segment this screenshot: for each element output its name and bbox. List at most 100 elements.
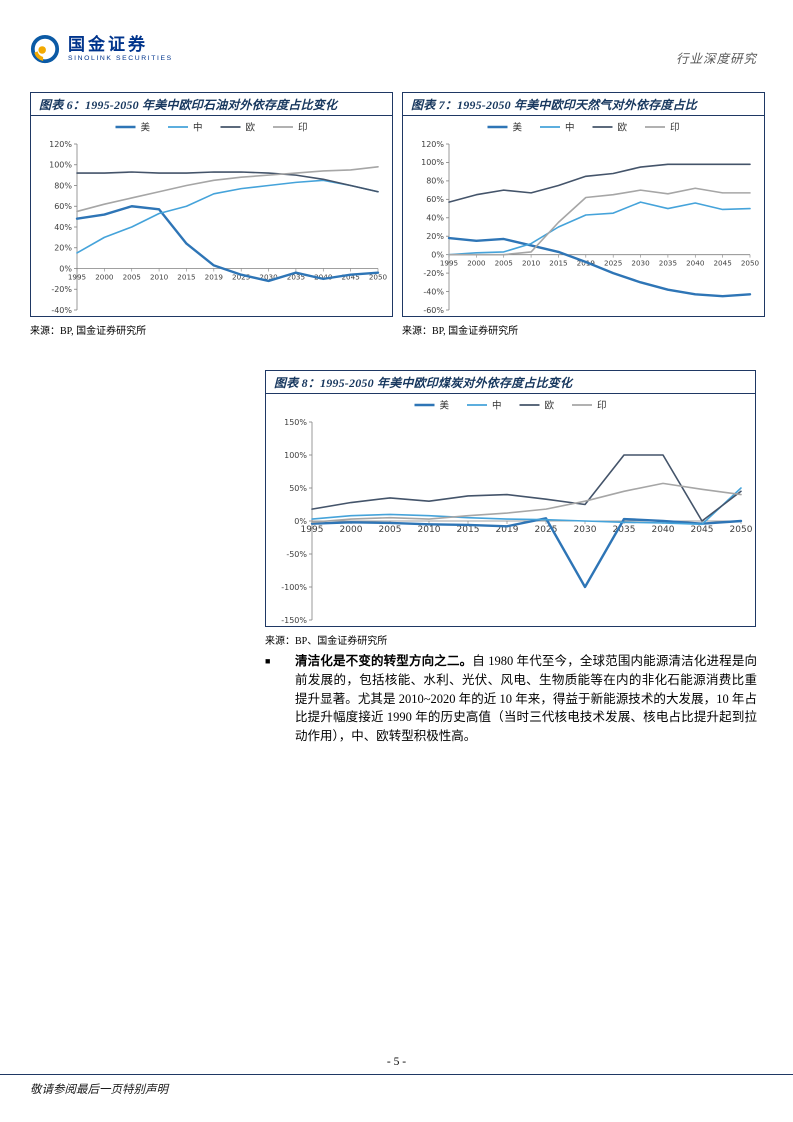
bullet-square-icon: ■	[265, 656, 271, 666]
svg-text:2015: 2015	[549, 259, 567, 268]
svg-text:2019: 2019	[496, 525, 519, 535]
svg-text:20%: 20%	[54, 244, 72, 253]
svg-text:2005: 2005	[379, 525, 402, 535]
figure-7-chart-canvas: 120% 100% 80% 60% 40% 20% 0% -20% -40% -60% 1995 20…	[421, 122, 760, 315]
figure-7: 图表 7：1995-2050 年美中欧印天然气对外依存度占比 120% 100% 8…	[402, 92, 765, 337]
svg-text:-40%: -40%	[423, 287, 444, 296]
figure-8-title: 图表 8：1995-2050 年美中欧印煤炭对外依存度占比变化	[266, 371, 755, 394]
svg-text:美: 美	[513, 122, 523, 134]
svg-text:2030: 2030	[631, 259, 650, 268]
svg-text:20%: 20%	[426, 232, 444, 241]
figure-6-title: 图表 6：1995-2050 年美中欧印石油对外依存度占比变化	[31, 93, 392, 116]
svg-text:2005: 2005	[123, 273, 141, 282]
svg-text:2035: 2035	[613, 525, 636, 535]
figure-6-chart-canvas: 120% 100% 80% 60% 40% 20% 0% -20% -40% 1995 2000 20…	[49, 122, 388, 315]
figure-6: 图表 6：1995-2050 年美中欧印石油对外依存度占比变化 120% 100%…	[30, 92, 393, 337]
figure-8-source: 来源：BP、国金证券研究所	[265, 636, 388, 647]
body-paragraph: ■ 清洁化是不变的转型方向之二。自 1980 年代至今，全球范围内能源清洁化进程…	[265, 652, 757, 746]
svg-text:中: 中	[492, 400, 502, 412]
brand-logo: 国金证券 SINOLINK SECURITIES	[30, 34, 173, 64]
svg-text:120%: 120%	[49, 140, 72, 149]
svg-text:0%: 0%	[431, 250, 444, 259]
svg-text:40%: 40%	[54, 223, 72, 232]
svg-text:2000: 2000	[467, 259, 486, 268]
figure-7-panel: 图表 7：1995-2050 年美中欧印天然气对外依存度占比 120% 100% 8…	[402, 92, 765, 317]
svg-text:0%: 0%	[59, 264, 72, 273]
svg-text:50%: 50%	[289, 484, 307, 493]
figure-6-panel: 图表 6：1995-2050 年美中欧印石油对外依存度占比变化 120% 100%…	[30, 92, 393, 317]
svg-text:美: 美	[141, 122, 151, 134]
svg-text:欧: 欧	[246, 122, 256, 134]
figure-6-source: 来源：BP, 国金证券研究所	[30, 326, 147, 337]
svg-text:印: 印	[597, 400, 607, 412]
svg-text:2010: 2010	[522, 259, 541, 268]
svg-text:2025: 2025	[232, 273, 250, 282]
svg-text:中: 中	[565, 122, 575, 134]
svg-text:80%: 80%	[426, 177, 444, 186]
svg-text:印: 印	[298, 122, 308, 134]
report-type-label: 行业深度研究	[675, 52, 757, 66]
svg-text:100%: 100%	[421, 158, 444, 167]
svg-text:0%: 0%	[294, 517, 307, 526]
svg-text:2040: 2040	[652, 525, 675, 535]
svg-text:80%: 80%	[54, 181, 72, 190]
svg-text:-150%: -150%	[281, 616, 307, 625]
svg-text:2015: 2015	[457, 525, 480, 535]
footer-divider	[0, 1074, 793, 1075]
svg-text:1995: 1995	[440, 259, 458, 268]
svg-text:-40%: -40%	[51, 306, 72, 315]
svg-text:60%: 60%	[426, 195, 444, 204]
figure-7-title: 图表 7：1995-2050 年美中欧印天然气对外依存度占比	[403, 93, 764, 116]
paragraph-body-text: 自 1980 年代至今，全球范围内能源清洁化进程是向前发展的，包括核能、水利、光…	[295, 654, 757, 743]
svg-text:印: 印	[670, 122, 680, 134]
svg-text:-20%: -20%	[423, 269, 444, 278]
svg-text:2025: 2025	[535, 525, 558, 535]
figure-8-panel: 图表 8：1995-2050 年美中欧印煤炭对外依存度占比变化 150% 100%…	[265, 370, 756, 627]
paragraph-text: 清洁化是不变的转型方向之二。自 1980 年代至今，全球范围内能源清洁化进程是向…	[295, 652, 757, 746]
svg-text:100%: 100%	[49, 161, 72, 170]
svg-text:1995: 1995	[301, 525, 324, 535]
svg-text:2010: 2010	[150, 273, 169, 282]
svg-text:2045: 2045	[691, 525, 714, 535]
svg-text:2045: 2045	[713, 259, 731, 268]
svg-text:40%: 40%	[426, 214, 444, 223]
svg-text:2025: 2025	[604, 259, 622, 268]
svg-text:2019: 2019	[205, 273, 224, 282]
figure-8: 图表 8：1995-2050 年美中欧印煤炭对外依存度占比变化 150% 100%…	[265, 370, 756, 647]
figure-7-source: 来源：BP, 国金证券研究所	[402, 326, 519, 337]
svg-text:欧: 欧	[618, 122, 628, 134]
svg-text:欧: 欧	[545, 400, 555, 412]
svg-text:2000: 2000	[340, 525, 363, 535]
svg-text:美: 美	[440, 400, 450, 412]
svg-text:-60%: -60%	[423, 306, 444, 315]
svg-text:2030: 2030	[574, 525, 597, 535]
svg-text:60%: 60%	[54, 202, 72, 211]
svg-text:150%: 150%	[284, 418, 307, 427]
svg-text:2040: 2040	[314, 273, 333, 282]
svg-text:-100%: -100%	[281, 583, 307, 592]
svg-text:2045: 2045	[341, 273, 359, 282]
svg-text:120%: 120%	[421, 140, 444, 149]
paragraph-lead-bold: 清洁化是不变的转型方向之二。	[295, 654, 473, 668]
svg-text:-50%: -50%	[286, 550, 307, 559]
svg-text:2050: 2050	[741, 259, 760, 268]
footer-disclaimer: 敬请参阅最后一页特别声明	[30, 1084, 168, 1096]
svg-text:-20%: -20%	[51, 285, 72, 294]
svg-text:2015: 2015	[177, 273, 195, 282]
svg-text:2030: 2030	[259, 273, 278, 282]
svg-text:2050: 2050	[369, 273, 388, 282]
figure-8-chart-canvas: 150% 100% 50% 0% -50% -100% -150% 1995 2000 2005 2…	[281, 400, 753, 625]
svg-text:2050: 2050	[730, 525, 753, 535]
svg-text:中: 中	[193, 122, 203, 134]
brand-name: 国金证券	[68, 34, 148, 54]
svg-text:100%: 100%	[284, 451, 307, 460]
svg-text:2035: 2035	[659, 259, 677, 268]
svg-text:2005: 2005	[495, 259, 513, 268]
sinolink-logo-icon	[30, 34, 60, 64]
svg-text:1995: 1995	[68, 273, 86, 282]
brand-subtitle: SINOLINK SECURITIES	[68, 55, 173, 63]
svg-text:2000: 2000	[95, 273, 114, 282]
page-number: - 5 -	[386, 1056, 407, 1068]
svg-text:2035: 2035	[287, 273, 305, 282]
svg-text:2040: 2040	[686, 259, 705, 268]
